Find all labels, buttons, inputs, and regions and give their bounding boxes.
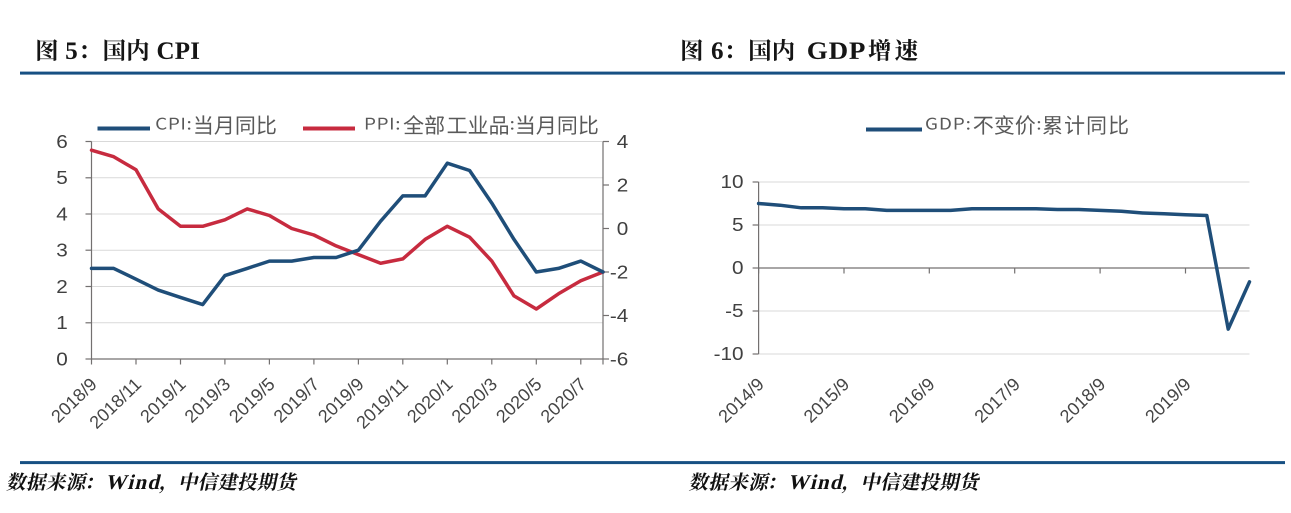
svg-text:-4: -4: [610, 306, 628, 327]
svg-text:0: 0: [56, 349, 68, 370]
svg-text:-2: -2: [610, 262, 628, 283]
svg-text:4: 4: [617, 132, 629, 153]
svg-text:-5: -5: [725, 301, 743, 322]
svg-text:-10: -10: [714, 344, 744, 365]
svg-text:3: 3: [56, 241, 68, 262]
svg-text:5: 5: [732, 215, 744, 236]
svg-text:10: 10: [720, 172, 743, 193]
svg-text:2: 2: [617, 175, 629, 196]
svg-text:1: 1: [56, 313, 68, 334]
svg-text:6: 6: [56, 132, 68, 153]
svg-text:-6: -6: [610, 349, 628, 370]
svg-text:4: 4: [56, 204, 68, 225]
svg-text:0: 0: [732, 258, 744, 279]
svg-text:0: 0: [617, 219, 629, 240]
svg-text:5: 5: [56, 168, 68, 189]
svg-text:2: 2: [56, 277, 68, 298]
